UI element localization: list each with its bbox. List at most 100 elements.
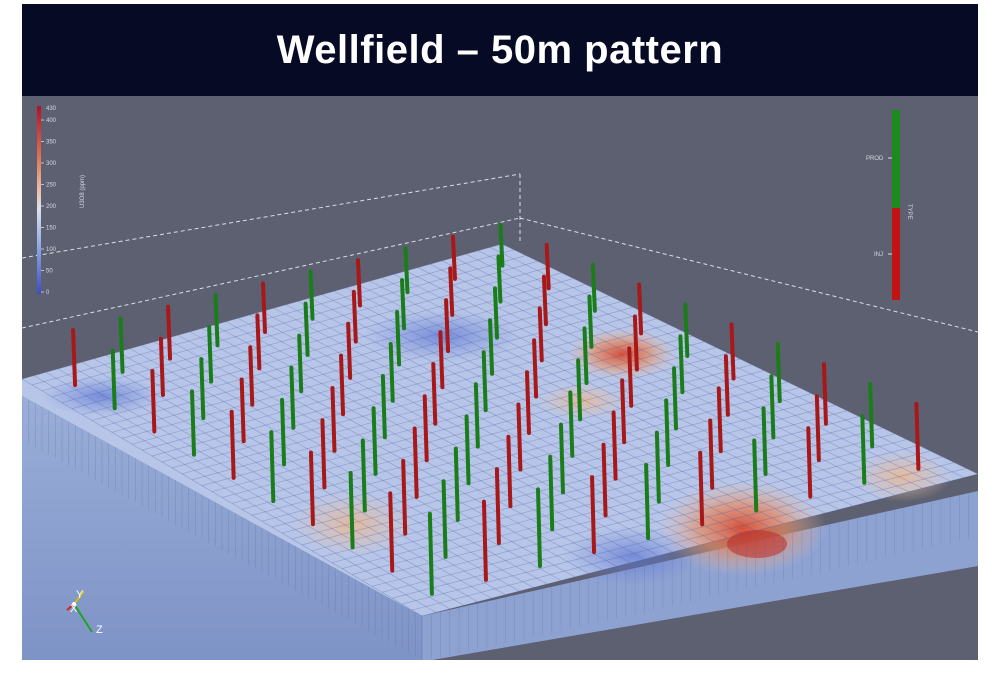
scalar-bar-tick-label: 200: [46, 204, 57, 210]
scalar-bar-tick-label: 300: [46, 161, 57, 167]
production-well: [587, 294, 594, 349]
scalar-bar-tick-label: 350: [46, 140, 57, 146]
scalar-bar-tick-label: 100: [46, 247, 57, 253]
slab-right-face: [422, 491, 978, 660]
injection-well: [716, 386, 723, 454]
injection-well: [438, 330, 445, 390]
injection-well: [729, 322, 736, 381]
injection-well: [541, 274, 548, 327]
injection-well: [914, 401, 921, 471]
slide-title-banner: Wellfield – 50m pattern: [22, 4, 978, 96]
scalar-bar: U3O8 (ppm) 430 400 350 300 250 200 150 100 50 0: [37, 106, 86, 296]
injection-well: [239, 377, 246, 444]
production-well: [752, 438, 759, 513]
bounding-box-outline: [22, 173, 978, 333]
production-well: [860, 414, 867, 485]
injection-well: [524, 370, 531, 435]
injection-well: [248, 345, 255, 407]
slab-front-face: [22, 396, 422, 660]
production-well: [118, 316, 125, 374]
production-well: [348, 470, 355, 550]
production-well: [498, 223, 505, 268]
production-well: [190, 389, 197, 457]
production-well: [297, 333, 304, 394]
injection-well: [166, 304, 173, 361]
injection-well: [723, 354, 730, 417]
injection-well: [708, 418, 715, 490]
production-well: [388, 341, 395, 403]
injection-well: [431, 362, 438, 426]
injection-well: [481, 499, 488, 582]
production-well: [441, 479, 448, 559]
scalar-bar-tick-label: 0: [46, 290, 50, 296]
injection-well: [388, 491, 395, 573]
injection-well: [444, 298, 451, 354]
type-legend: PROD INJ TYPE: [866, 110, 912, 300]
injection-well: [698, 450, 705, 527]
type-legend-title: TYPE: [906, 204, 912, 220]
injection-well: [401, 458, 408, 536]
production-well: [395, 309, 402, 367]
injection-well: [308, 450, 315, 527]
production-well: [496, 254, 503, 304]
type-legend-inj-swatch: [892, 208, 900, 300]
injection-well: [611, 410, 618, 481]
wellfield-scene[interactable]: U3O8 (ppm) 430 400350300250200150100500 …: [22, 96, 978, 660]
production-well: [308, 269, 315, 321]
scalar-bar-top-tick: 430: [46, 106, 57, 112]
production-well: [654, 430, 661, 504]
type-legend-prod-swatch: [892, 110, 900, 208]
injection-well: [821, 362, 828, 426]
injection-well: [158, 336, 165, 397]
injection-well: [814, 394, 821, 463]
3d-viewport[interactable]: U3O8 (ppm) 430 400 350 300 250 200 150 100 50 0 …: [22, 96, 978, 660]
production-well: [664, 398, 671, 467]
production-well: [289, 365, 296, 430]
y-axis-arrow: [73, 590, 85, 605]
production-well: [403, 246, 410, 295]
production-well: [683, 302, 690, 358]
injection-well: [422, 394, 429, 463]
production-well: [868, 382, 875, 449]
production-well: [207, 325, 214, 384]
production-well: [199, 357, 206, 421]
slide-title: Wellfield – 50m pattern: [276, 27, 724, 72]
injection-well: [351, 289, 358, 344]
production-well: [360, 438, 367, 513]
production-well: [582, 326, 589, 386]
production-well: [473, 382, 480, 449]
injection-well: [150, 368, 157, 434]
production-well: [548, 454, 555, 532]
injection-well: [229, 409, 236, 480]
production-well: [110, 348, 117, 411]
type-legend-inj-label: INJ: [874, 252, 883, 258]
injection-well: [448, 266, 455, 317]
injection-well: [620, 378, 627, 445]
production-well: [380, 374, 387, 440]
z-axis-arrow: [73, 603, 93, 633]
injection-well: [330, 385, 337, 453]
production-well: [400, 278, 407, 331]
production-well: [427, 511, 434, 596]
injection-well: [346, 321, 353, 380]
injection-well: [506, 434, 513, 509]
injection-well: [637, 282, 644, 336]
x-axis-label: X: [70, 603, 78, 615]
injection-well: [632, 314, 639, 372]
scalar-bar-tick-label: 250: [46, 183, 57, 189]
injection-well: [412, 426, 419, 499]
injection-well: [320, 418, 327, 490]
injection-well: [450, 234, 457, 281]
production-well: [775, 342, 782, 404]
production-well: [371, 406, 378, 476]
injection-well: [537, 306, 544, 363]
production-well: [672, 366, 679, 431]
injection-well: [601, 442, 608, 518]
production-well: [303, 301, 310, 357]
z-axis-label: Z: [96, 624, 103, 636]
production-well: [464, 414, 471, 486]
production-well: [644, 462, 651, 541]
production-well: [453, 446, 460, 522]
production-well: [536, 487, 543, 569]
production-well: [488, 318, 495, 376]
